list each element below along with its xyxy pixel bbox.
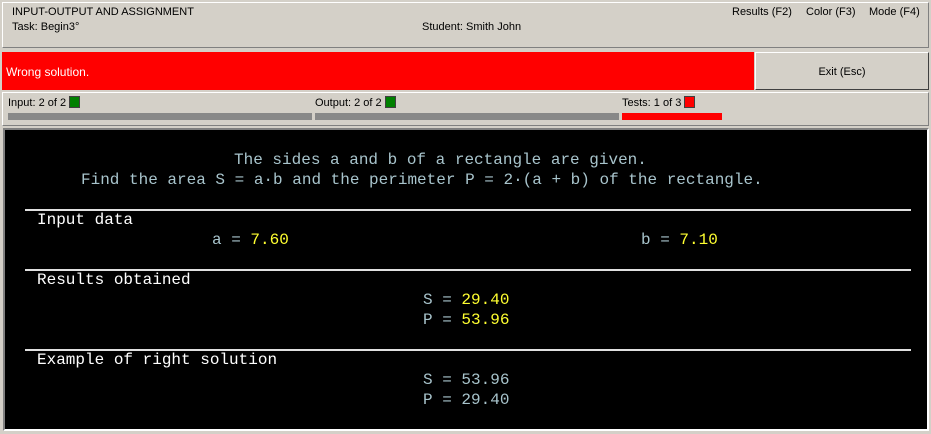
output-ok-indicator (384, 96, 396, 108)
input-a: a = 7.60 (212, 231, 289, 249)
task-name: Task: Begin3° (12, 21, 80, 33)
result-p: P = 53.96 (423, 311, 510, 329)
results-menu[interactable]: Results (F2) (732, 6, 792, 18)
tests-fail-indicator (684, 96, 696, 108)
input-progress-bar (8, 113, 312, 120)
header-panel: INPUT-OUTPUT AND ASSIGNMENT Task: Begin3… (2, 2, 929, 48)
divider (25, 209, 911, 211)
output-progress: Output: 2 of 2 (315, 96, 396, 109)
task-line-2: Find the area S = a·b and the perimeter … (81, 171, 763, 189)
result-s: S = 29.40 (423, 291, 510, 309)
task-line-1: The sides a and b of a rectangle are giv… (234, 151, 647, 169)
status-message: Wrong solution. (6, 65, 90, 79)
app-title: INPUT-OUTPUT AND ASSIGNMENT (12, 6, 194, 18)
tests-progress: Tests: 1 of 3 (622, 96, 696, 109)
tests-progress-bar (622, 113, 722, 120)
exit-button[interactable]: Exit (Esc) (755, 52, 929, 90)
example-p: P = 29.40 (423, 391, 510, 409)
example-s: S = 53.96 (423, 371, 510, 389)
student-name: Student: Smith John (422, 21, 522, 33)
color-menu[interactable]: Color (F3) (806, 6, 856, 18)
example-section-title: Example of right solution (37, 351, 278, 369)
exit-label: Exit (Esc) (818, 66, 866, 78)
progress-panel: Input: 2 of 2 Output: 2 of 2 Tests: 1 of… (2, 92, 929, 126)
input-progress: Input: 2 of 2 (8, 96, 81, 109)
status-message-bar: Wrong solution. (2, 52, 754, 90)
input-section-title: Input data (37, 211, 134, 229)
input-b: b = 7.10 (641, 231, 718, 249)
task-display: The sides a and b of a rectangle are giv… (3, 128, 929, 431)
mode-menu[interactable]: Mode (F4) (869, 6, 920, 18)
input-ok-indicator (69, 96, 81, 108)
divider (25, 269, 911, 271)
results-section-title: Results obtained (37, 271, 191, 289)
output-progress-bar (315, 113, 619, 120)
divider (25, 349, 911, 351)
